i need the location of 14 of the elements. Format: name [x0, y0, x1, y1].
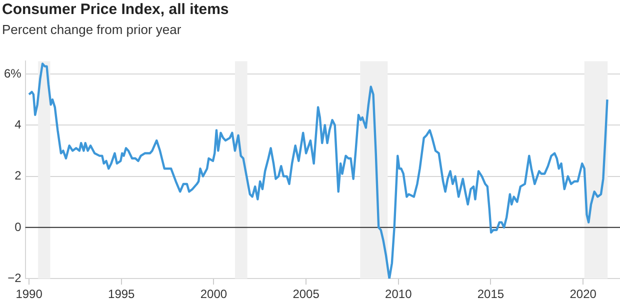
chart-subtitle: Percent change from prior year: [2, 22, 182, 37]
x-tick-label: 1995: [108, 287, 136, 302]
x-tick-label: 2020: [570, 287, 597, 302]
x-tick-label: 2015: [477, 287, 504, 302]
y-tick-label: 2: [14, 168, 22, 183]
y-tick-label: −2: [8, 270, 22, 285]
y-tick-label: 4: [14, 117, 22, 132]
y-tick-label: 0: [14, 220, 22, 234]
x-tick-label: 2010: [385, 287, 412, 302]
x-tick-label: 2005: [292, 287, 320, 302]
chart-title: Consumer Price Index, all items: [2, 1, 229, 18]
x-tick-label: 2000: [200, 287, 228, 302]
x-tick-label: 1990: [16, 287, 43, 302]
y-tick-label: 6%: [4, 66, 22, 80]
